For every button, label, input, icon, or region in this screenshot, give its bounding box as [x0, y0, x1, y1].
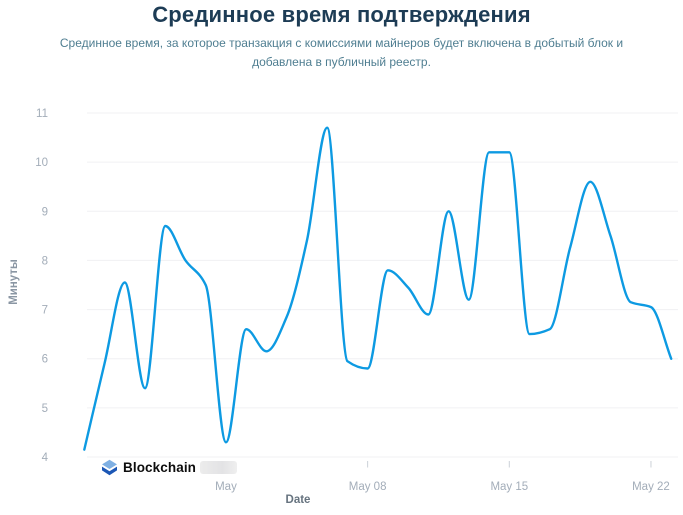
- chart-title: Срединное время подтверждения: [152, 2, 531, 27]
- blockchain-watermark: Blockchain: [101, 458, 238, 477]
- x-tick-label-0: May: [215, 481, 237, 493]
- x-axis-title: Date: [285, 494, 311, 506]
- x-tick-label-2: May 15: [490, 481, 528, 493]
- y-tick-label-5: 5: [42, 403, 48, 415]
- blockchain-logo-text: Blockchain: [123, 460, 197, 475]
- blockchain-cube-icon: [102, 459, 117, 476]
- x-tick-label-3: May 22: [632, 481, 670, 493]
- y-tick-label-8: 8: [42, 255, 48, 267]
- chart-subtitle: Срединное время, за которое транзакция с…: [59, 36, 624, 70]
- y-tick-label-10: 10: [35, 157, 48, 169]
- y-tick-label-6: 6: [42, 354, 48, 366]
- y-tick-label-9: 9: [42, 206, 48, 218]
- y-tick-label-4: 4: [42, 452, 49, 464]
- y-tick-label-11: 11: [36, 108, 48, 120]
- y-axis-title: Минуты: [8, 259, 20, 305]
- watermark-blur-box: [200, 461, 238, 474]
- median-confirmation-time-series-line[interactable]: [83, 126, 673, 451]
- y-tick-label-7: 7: [42, 305, 48, 317]
- x-tick-label-1: May 08: [349, 481, 387, 493]
